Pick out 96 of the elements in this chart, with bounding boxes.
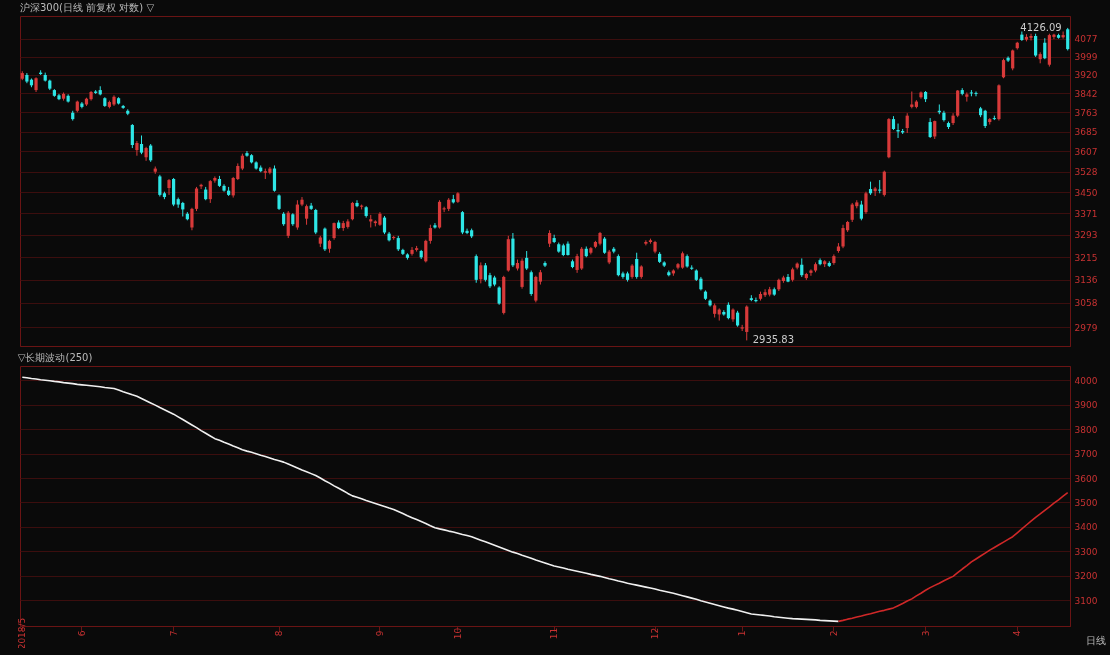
- candlestick: [754, 297, 758, 303]
- y-tick-label: 3058: [1074, 298, 1098, 309]
- y-tick-label: 3371: [1074, 209, 1098, 219]
- candlestick: [213, 175, 217, 184]
- candlestick: [882, 170, 886, 197]
- candlestick: [864, 191, 868, 215]
- candlestick: [410, 246, 414, 257]
- candlestick: [850, 202, 854, 223]
- candlestick: [644, 239, 648, 246]
- candlestick: [800, 257, 804, 278]
- candlestick: [841, 224, 845, 249]
- candlestick: [80, 101, 84, 109]
- y-tick-label: 3528: [1074, 167, 1098, 178]
- x-tick-label: 11: [549, 627, 560, 640]
- candlestick: [158, 174, 162, 197]
- candlestick: [543, 260, 547, 268]
- x-tick-label: 4: [1012, 630, 1023, 637]
- candlestick: [167, 178, 171, 196]
- annotation: 2935.83: [752, 334, 795, 346]
- candlestick: [479, 261, 483, 284]
- candlestick: [928, 117, 932, 139]
- text: 日线: [1086, 634, 1106, 648]
- candlestick: [194, 186, 199, 212]
- candlestick: [635, 252, 639, 280]
- line-series: [837, 491, 1069, 623]
- candlestick: [497, 285, 501, 306]
- y-tick-label: 3800: [1074, 424, 1098, 435]
- candlestick: [859, 200, 863, 221]
- candlestick: [314, 208, 318, 235]
- y-tick-label: 3700: [1074, 449, 1098, 460]
- candlestick: [433, 222, 437, 230]
- y-tick-label: 4077: [1074, 34, 1098, 45]
- chart-title: 沪深300(日线 前复权 对数) ▽: [20, 2, 155, 13]
- candlestick: [534, 275, 538, 303]
- candlestick: [974, 91, 978, 97]
- candlestick: [1034, 33, 1038, 58]
- x-tick-label: 7: [168, 630, 179, 637]
- candlestick: [474, 253, 478, 284]
- x-tick-label: 2018/5: [17, 617, 28, 650]
- y-tick-label: 3450: [1074, 187, 1098, 198]
- candlestick: [304, 204, 309, 226]
- chart-title: ▽长期波动(250): [17, 352, 93, 363]
- candlestick: [323, 227, 327, 252]
- candlestick: [878, 179, 882, 194]
- candlestick: [708, 298, 712, 308]
- candlestick: [286, 210, 290, 239]
- y-tick-label: 3763: [1074, 107, 1098, 118]
- y-tick-label: 3999: [1074, 52, 1098, 63]
- candlestick: [575, 253, 579, 274]
- y-tick-label: 3842: [1074, 88, 1098, 99]
- y-tick-label: 3900: [1074, 400, 1098, 411]
- y-tick-label: 3136: [1074, 275, 1098, 286]
- y-tick-label: 3200: [1074, 571, 1098, 582]
- candlestick: [424, 239, 428, 263]
- candlestick: [135, 140, 139, 157]
- candlestick: [529, 270, 533, 297]
- y-tick-label: 3293: [1074, 230, 1098, 241]
- candlestick: [428, 224, 432, 245]
- candlestick: [272, 164, 277, 193]
- y-tick-label: 2979: [1074, 322, 1098, 333]
- y-tick-label: 3920: [1074, 70, 1098, 81]
- y-tick-label: 3600: [1074, 473, 1098, 484]
- x-tick-label: 2: [828, 630, 839, 637]
- x-tick-label: 9: [374, 630, 385, 637]
- candlestick: [139, 134, 144, 155]
- candlestick: [208, 179, 212, 204]
- x-tick-label: 8: [274, 630, 285, 637]
- x-tick-label: 3: [920, 630, 931, 637]
- candlestick: [983, 109, 987, 129]
- y-tick-label: 3100: [1074, 595, 1098, 606]
- candlestick: [1001, 58, 1006, 79]
- candlestick: [355, 199, 359, 208]
- y-tick-label: 3607: [1074, 146, 1098, 157]
- x-tick-label: 1: [737, 630, 748, 637]
- y-tick-label: 4000: [1074, 375, 1098, 386]
- candlestick: [1029, 33, 1033, 41]
- x-tick-label: 10: [452, 627, 463, 640]
- x-tick-label: 6: [76, 630, 87, 637]
- y-tick-label: 3300: [1074, 546, 1098, 557]
- x-tick-label: 12: [650, 627, 661, 640]
- y-tick-label: 3685: [1074, 127, 1098, 138]
- candlestick: [190, 207, 194, 231]
- candlestick: [1006, 55, 1010, 63]
- candlestick: [905, 112, 909, 134]
- y-tick-label: 3500: [1074, 497, 1098, 508]
- y-tick-label: 3400: [1074, 522, 1098, 533]
- y-tick-label: 3215: [1074, 252, 1098, 263]
- candlestick: [245, 150, 249, 158]
- candlestick: [763, 288, 767, 298]
- annotation: 4126.09: [1020, 21, 1062, 33]
- candlestick: [460, 210, 465, 235]
- candlestick: [130, 123, 134, 149]
- candlestick: [809, 268, 813, 277]
- candlestick: [1043, 37, 1047, 60]
- candlestick: [350, 201, 355, 221]
- candlestick: [1066, 27, 1070, 51]
